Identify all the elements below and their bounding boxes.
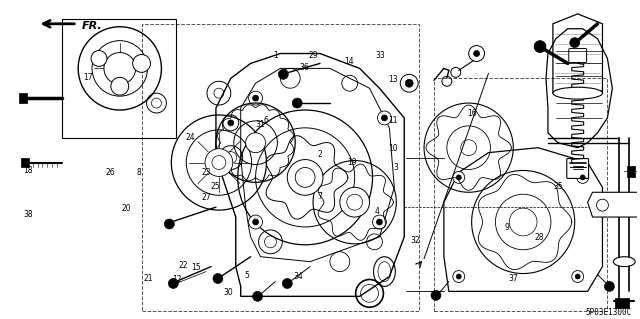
- Circle shape: [249, 215, 262, 229]
- Circle shape: [534, 41, 546, 53]
- Circle shape: [282, 278, 292, 288]
- Circle shape: [213, 274, 223, 284]
- Circle shape: [453, 271, 465, 282]
- Text: 23: 23: [201, 168, 211, 177]
- Text: 12: 12: [173, 275, 182, 284]
- Text: 8: 8: [137, 168, 141, 177]
- Text: 14: 14: [344, 57, 353, 66]
- Circle shape: [132, 55, 150, 72]
- Circle shape: [572, 271, 584, 282]
- Text: 28: 28: [534, 233, 543, 241]
- Bar: [615, 298, 629, 308]
- Ellipse shape: [613, 257, 635, 267]
- Bar: [627, 166, 635, 177]
- Text: 5: 5: [244, 271, 250, 279]
- Circle shape: [381, 115, 387, 121]
- Circle shape: [604, 281, 614, 291]
- Circle shape: [91, 50, 107, 66]
- Bar: [141, 24, 419, 311]
- Text: 35: 35: [553, 182, 563, 191]
- Text: 11: 11: [388, 116, 397, 125]
- Circle shape: [340, 187, 369, 217]
- Text: 26: 26: [106, 168, 115, 177]
- Circle shape: [577, 171, 589, 183]
- FancyBboxPatch shape: [569, 48, 587, 63]
- Circle shape: [453, 171, 465, 183]
- Circle shape: [431, 290, 441, 300]
- Text: 24: 24: [185, 133, 195, 142]
- FancyArrowPatch shape: [44, 20, 74, 27]
- Text: 31: 31: [255, 120, 264, 130]
- Circle shape: [456, 175, 461, 180]
- Text: 34: 34: [293, 272, 303, 281]
- Text: 37: 37: [509, 274, 518, 283]
- Circle shape: [168, 278, 179, 288]
- Text: 6: 6: [264, 116, 269, 125]
- Text: 7: 7: [317, 191, 323, 201]
- Bar: [19, 93, 27, 103]
- Polygon shape: [588, 192, 640, 217]
- Text: 5P03E1300C: 5P03E1300C: [586, 308, 632, 317]
- Text: 22: 22: [179, 261, 188, 270]
- Circle shape: [253, 219, 259, 225]
- Text: 20: 20: [122, 204, 131, 213]
- Text: 15: 15: [191, 263, 201, 272]
- Bar: [62, 19, 176, 138]
- Circle shape: [111, 77, 129, 95]
- Bar: [434, 78, 607, 311]
- Circle shape: [405, 79, 413, 87]
- Circle shape: [253, 291, 262, 301]
- Text: 30: 30: [223, 288, 233, 297]
- Circle shape: [580, 175, 585, 180]
- FancyBboxPatch shape: [567, 159, 589, 178]
- Text: 21: 21: [144, 274, 154, 283]
- Circle shape: [372, 215, 387, 229]
- Circle shape: [292, 98, 302, 108]
- Text: 17: 17: [84, 73, 93, 82]
- Circle shape: [376, 219, 383, 225]
- Text: 16: 16: [467, 109, 477, 118]
- Text: 19: 19: [347, 158, 356, 167]
- Circle shape: [249, 91, 262, 105]
- Circle shape: [474, 50, 479, 56]
- Text: 29: 29: [309, 51, 319, 60]
- Circle shape: [456, 274, 461, 279]
- Text: 9: 9: [505, 223, 509, 232]
- Circle shape: [570, 38, 580, 48]
- Circle shape: [287, 160, 323, 195]
- Circle shape: [278, 69, 288, 79]
- Text: 13: 13: [388, 75, 397, 84]
- Text: 33: 33: [376, 51, 385, 60]
- Circle shape: [104, 53, 136, 84]
- Bar: [20, 158, 29, 167]
- Circle shape: [246, 133, 266, 152]
- Text: 10: 10: [388, 144, 397, 153]
- Circle shape: [164, 219, 174, 229]
- Text: 27: 27: [201, 193, 211, 202]
- Circle shape: [575, 274, 580, 279]
- Circle shape: [253, 95, 259, 101]
- Text: 36: 36: [300, 63, 309, 72]
- Text: FR.: FR.: [82, 21, 103, 31]
- Text: 4: 4: [374, 207, 380, 216]
- Text: 3: 3: [394, 163, 399, 172]
- Circle shape: [228, 120, 234, 126]
- Text: 25: 25: [211, 182, 220, 191]
- Text: 18: 18: [24, 166, 33, 175]
- Circle shape: [378, 111, 391, 125]
- Text: 38: 38: [24, 211, 33, 219]
- Text: 32: 32: [410, 236, 420, 245]
- Text: 1: 1: [273, 51, 278, 60]
- Circle shape: [205, 149, 233, 176]
- Text: 2: 2: [317, 151, 323, 160]
- Ellipse shape: [553, 87, 602, 99]
